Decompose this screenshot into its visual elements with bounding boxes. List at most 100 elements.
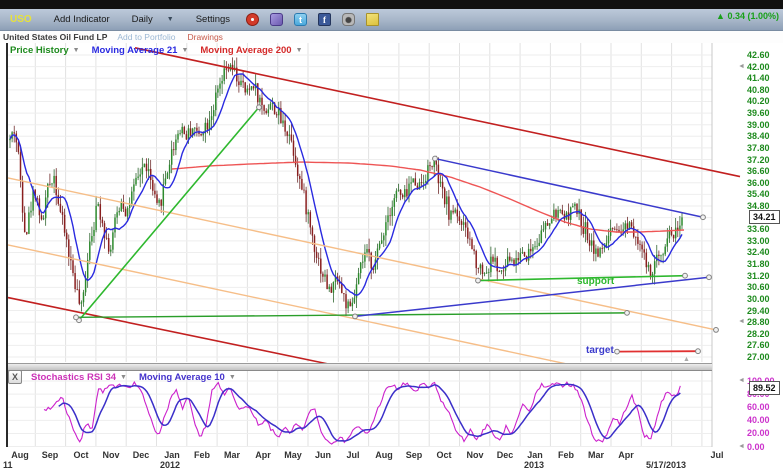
price-tick-label: 33.00 <box>747 235 770 246</box>
current-indicator-box: 89.52 <box>749 380 780 395</box>
month-label: Apr <box>255 450 271 460</box>
window-top-bar <box>0 0 783 9</box>
axis-marker-icon: ◄ <box>738 442 745 450</box>
legend-ma200[interactable]: Moving Average 200 ▼ <box>200 45 302 56</box>
annotation-support[interactable]: support <box>577 276 615 287</box>
month-label: Jul <box>346 450 360 460</box>
current-price-box: 34.21 <box>749 210 780 225</box>
facebook-icon[interactable]: f <box>318 13 332 26</box>
drawings-link[interactable]: Drawings <box>187 32 223 42</box>
drawing-channel-mid-upper[interactable] <box>7 177 717 331</box>
quote-change-value: 0.34 (1.00%) <box>727 11 779 21</box>
chevron-down-icon[interactable]: ▼ <box>72 47 80 54</box>
drawing-endpoint[interactable] <box>352 313 358 320</box>
alarm-icon[interactable] <box>246 13 260 26</box>
chevron-down-icon[interactable]: ▼ <box>181 47 189 54</box>
drawing-endpoint[interactable] <box>73 314 79 321</box>
drawing-channel-top[interactable] <box>134 47 741 178</box>
close-indicator-button[interactable]: X <box>8 370 22 384</box>
month-label: Jan <box>527 450 543 460</box>
add-to-portfolio-link[interactable]: Add to Portfolio <box>117 32 176 42</box>
drawing-endpoint[interactable] <box>700 214 706 221</box>
price-tick-label: 37.20 <box>747 154 770 165</box>
month-label: Oct <box>73 450 89 460</box>
month-label: Nov <box>466 450 484 460</box>
month-label: Jun <box>314 450 332 460</box>
drawing-level-31[interactable] <box>477 274 686 282</box>
price-tick-label: 33.60 <box>747 224 770 235</box>
price-tick-label: 42.00 <box>747 61 770 72</box>
chevron-down-icon[interactable]: ▼ <box>120 373 127 381</box>
symbol-label: USO <box>10 14 32 25</box>
month-label: Aug <box>11 450 29 460</box>
period-menu[interactable]: Daily <box>131 14 153 25</box>
price-tick-label: 31.80 <box>747 259 770 270</box>
add-indicator-menu[interactable]: Add Indicator <box>53 14 110 25</box>
price-tick-label: 36.00 <box>747 177 770 188</box>
settings-menu[interactable]: Settings <box>195 14 231 25</box>
year-label: 11 <box>3 460 13 470</box>
legend-ma21[interactable]: Moving Average 21 ▼ <box>92 45 189 56</box>
legend-ma21-label: Moving Average 21 <box>91 45 178 56</box>
axis-marker-icon: ◄ <box>738 62 745 70</box>
month-label: Oct <box>436 450 452 460</box>
month-label: Mar <box>587 450 605 460</box>
legend-ma10[interactable]: Moving Average 10 ▼ <box>139 372 236 383</box>
price-tick-label: 31.20 <box>747 270 770 281</box>
legend-stoch-rsi[interactable]: Stochastics RSI 34 ▼ <box>31 372 127 383</box>
drawing-channel-mid-lower[interactable] <box>7 244 567 365</box>
legend-price-history-label: Price History <box>10 45 69 56</box>
axis-marker-icon: ◄ <box>738 377 745 384</box>
main-chart-legend: Price History ▼ Moving Average 21 ▼ Movi… <box>10 45 315 56</box>
chart-left-border <box>6 43 8 447</box>
month-label: Jan <box>164 450 180 460</box>
chevron-down-icon[interactable]: ▼ <box>295 47 303 54</box>
price-tick-label: 28.20 <box>747 328 770 339</box>
price-tick-label: 35.40 <box>747 189 770 200</box>
price-tick-label: 27.60 <box>747 340 770 351</box>
drawing-handle-icon[interactable]: ▲ <box>683 356 690 363</box>
price-tick-label: 41.40 <box>747 73 770 84</box>
drawing-endpoint[interactable] <box>432 155 438 162</box>
price-tick-label: 27.00 <box>747 352 770 363</box>
cube-icon[interactable] <box>270 13 284 26</box>
price-tick-label: 30.00 <box>747 293 770 304</box>
axis-marker-icon: ◄ <box>738 318 745 326</box>
price-tick-label: 36.60 <box>747 166 770 177</box>
chevron-down-icon[interactable]: ▼ <box>228 373 236 381</box>
year-label: 2013 <box>524 460 545 470</box>
legend-ma200-label: Moving Average 200 <box>200 45 292 56</box>
price-tick-label: 38.40 <box>747 131 770 142</box>
price-tick-label: 32.40 <box>747 247 770 258</box>
note-icon[interactable] <box>366 13 380 26</box>
month-label: May <box>284 450 302 460</box>
panel-divider-scrollbar[interactable] <box>8 363 712 371</box>
camera-icon[interactable] <box>342 13 356 26</box>
drawing-endpoint[interactable] <box>614 348 620 355</box>
period-dropdown-icon[interactable]: ▼ <box>166 16 174 23</box>
drawing-endpoint[interactable] <box>706 274 712 281</box>
price-tick-label: 30.60 <box>747 282 770 293</box>
drawing-endpoint[interactable] <box>695 348 701 355</box>
user-drawings <box>7 47 741 366</box>
indicator-tick-label: 0.00 <box>747 441 765 452</box>
drawing-resistance-line[interactable] <box>434 157 704 218</box>
subheader: United States Oil Fund LP Add to Portfol… <box>0 31 783 43</box>
drawing-channel-bottom[interactable] <box>7 296 333 366</box>
price-tick-label: 29.40 <box>747 305 770 316</box>
annotation-target[interactable]: target <box>586 345 614 356</box>
drawing-level-29[interactable] <box>75 312 628 319</box>
price-tick-label: 37.80 <box>747 142 770 153</box>
price-tick-label: 28.80 <box>747 317 770 328</box>
drawing-endpoint[interactable] <box>713 327 719 333</box>
drawing-endpoint[interactable] <box>682 272 688 279</box>
drawing-endpoint[interactable] <box>256 104 262 111</box>
drawing-support-line[interactable] <box>354 276 710 318</box>
drawing-endpoint[interactable] <box>475 277 481 284</box>
drawing-endpoint[interactable] <box>624 309 630 316</box>
legend-price-history[interactable]: Price History ▼ <box>10 45 80 56</box>
twitter-icon[interactable]: t <box>294 13 308 26</box>
drawing-trend-up-green[interactable] <box>78 106 260 321</box>
